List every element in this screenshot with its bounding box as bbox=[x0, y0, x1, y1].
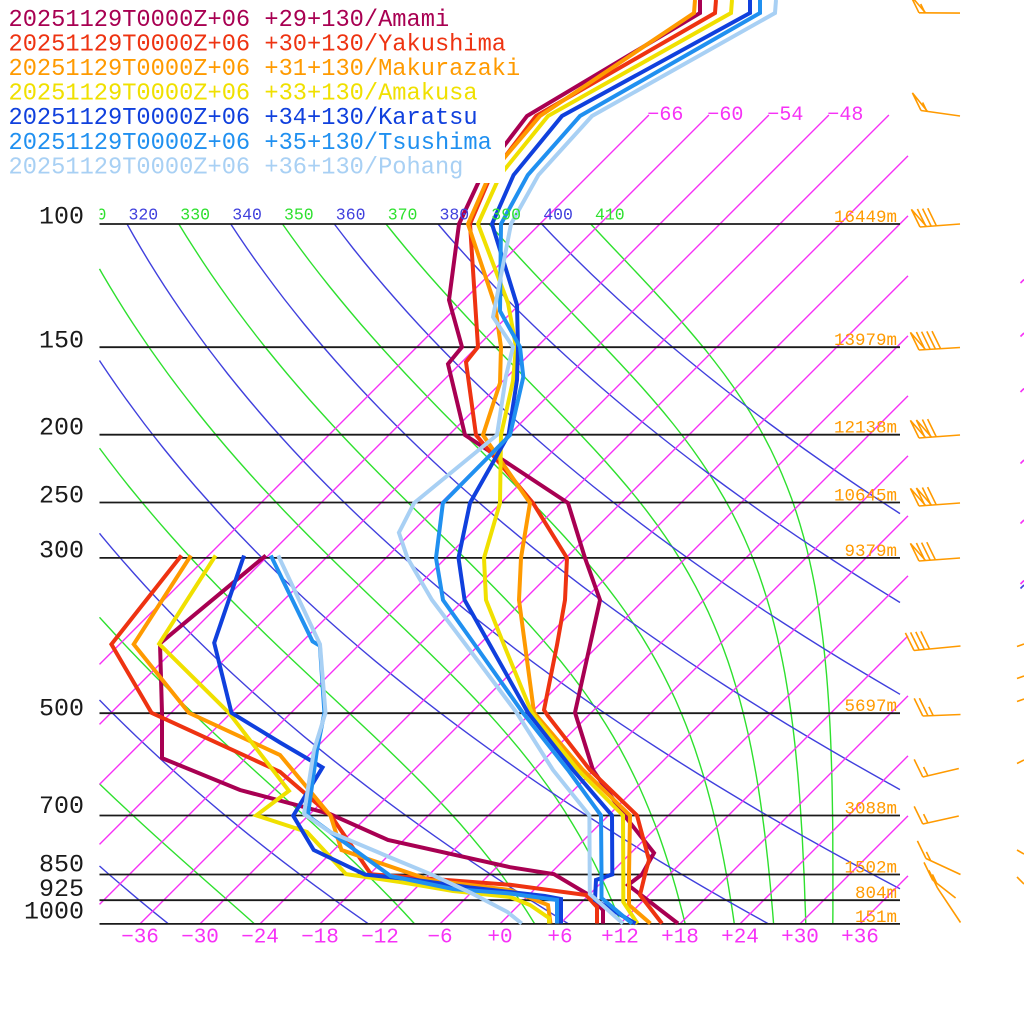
svg-text:−60: −60 bbox=[707, 104, 743, 127]
svg-text:10645m: 10645m bbox=[834, 487, 897, 507]
svg-text:100: 100 bbox=[39, 202, 84, 231]
svg-text:410: 410 bbox=[595, 206, 625, 225]
svg-text:20251129T0000Z+06 +34+130/Kara: 20251129T0000Z+06 +34+130/Karatsu bbox=[9, 105, 478, 132]
svg-text:700: 700 bbox=[39, 792, 84, 821]
svg-text:+0: +0 bbox=[487, 927, 512, 950]
svg-text:20251129T0000Z+06 +29+130/Amam: 20251129T0000Z+06 +29+130/Amami bbox=[9, 7, 450, 34]
svg-text:20251129T0000Z+06 +35+130/Tsus: 20251129T0000Z+06 +35+130/Tsushima bbox=[9, 130, 492, 157]
svg-text:1000: 1000 bbox=[24, 898, 84, 927]
svg-text:380: 380 bbox=[440, 206, 470, 225]
svg-text:−6: −6 bbox=[427, 927, 452, 950]
svg-text:20251129T0000Z+06 +36+130/Poha: 20251129T0000Z+06 +36+130/Pohang bbox=[9, 154, 464, 181]
svg-text:20251129T0000Z+06 +30+130/Yaku: 20251129T0000Z+06 +30+130/Yakushima bbox=[9, 32, 507, 59]
svg-text:330: 330 bbox=[180, 206, 210, 225]
svg-text:16449m: 16449m bbox=[834, 208, 897, 228]
svg-text:1502m: 1502m bbox=[844, 859, 897, 879]
svg-text:12138m: 12138m bbox=[834, 419, 897, 439]
svg-text:−36: −36 bbox=[121, 927, 159, 950]
svg-text:300: 300 bbox=[39, 537, 84, 566]
svg-text:340: 340 bbox=[232, 206, 262, 225]
svg-text:−48: −48 bbox=[827, 104, 863, 127]
svg-text:5697m: 5697m bbox=[844, 697, 897, 717]
svg-text:360: 360 bbox=[336, 206, 366, 225]
svg-text:+36: +36 bbox=[841, 927, 879, 950]
svg-text:150: 150 bbox=[39, 326, 84, 355]
svg-text:400: 400 bbox=[543, 206, 573, 225]
svg-text:+24: +24 bbox=[721, 927, 759, 950]
svg-text:+12: +12 bbox=[601, 927, 639, 950]
svg-text:390: 390 bbox=[491, 206, 521, 225]
svg-text:200: 200 bbox=[39, 414, 84, 443]
svg-text:804m: 804m bbox=[855, 884, 897, 904]
svg-text:−66: −66 bbox=[647, 104, 683, 127]
svg-text:9379m: 9379m bbox=[844, 542, 897, 562]
svg-text:13979m: 13979m bbox=[834, 331, 897, 351]
svg-text:20251129T0000Z+06 +31+130/Maku: 20251129T0000Z+06 +31+130/Makurazaki bbox=[9, 56, 521, 83]
svg-text:151m: 151m bbox=[855, 908, 897, 928]
svg-text:+18: +18 bbox=[661, 927, 699, 950]
svg-text:500: 500 bbox=[39, 694, 84, 723]
svg-text:−12: −12 bbox=[361, 927, 399, 950]
svg-text:320: 320 bbox=[129, 206, 159, 225]
svg-text:−30: −30 bbox=[181, 927, 219, 950]
svg-text:250: 250 bbox=[39, 482, 84, 511]
svg-text:−18: −18 bbox=[301, 927, 339, 950]
svg-text:+30: +30 bbox=[781, 927, 819, 950]
svg-text:+6: +6 bbox=[547, 927, 572, 950]
svg-text:−24: −24 bbox=[241, 927, 279, 950]
svg-text:20251129T0000Z+06 +33+130/Amak: 20251129T0000Z+06 +33+130/Amakusa bbox=[9, 81, 478, 108]
svg-text:370: 370 bbox=[388, 206, 418, 225]
svg-text:−54: −54 bbox=[767, 104, 803, 127]
svg-text:350: 350 bbox=[284, 206, 314, 225]
svg-text:3088m: 3088m bbox=[844, 800, 897, 820]
